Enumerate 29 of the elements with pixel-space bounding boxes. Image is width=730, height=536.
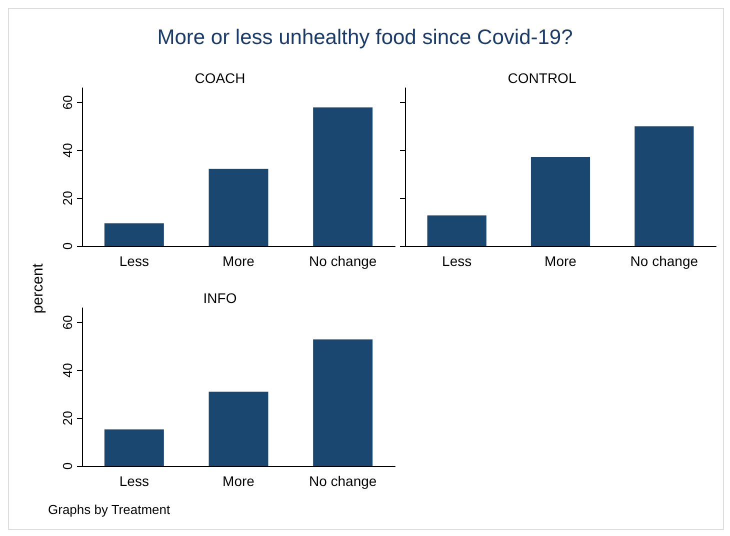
y-tick-label: 0: [60, 242, 75, 250]
x-tick-label: No change: [308, 473, 377, 489]
chart-subtitle: COACH: [194, 70, 246, 86]
y-tick-label: 20: [60, 410, 75, 426]
text: Graphs by Treatment: [48, 502, 170, 517]
bar: [104, 429, 164, 466]
x-tick-label: More: [544, 253, 577, 269]
x-tick-label: No change: [308, 253, 377, 269]
x-tick-label: Less: [119, 473, 149, 489]
y-tick-label: 40: [60, 143, 75, 158]
bar: [313, 107, 373, 246]
x-tick-label: More: [222, 253, 255, 269]
chart-subtitle: INFO: [203, 290, 237, 306]
bar: [104, 223, 164, 246]
x-tick-label: Less: [119, 253, 149, 269]
y-axis-title: percent: [30, 262, 46, 316]
bar: [313, 339, 373, 466]
y-tick-label: 60: [60, 315, 75, 330]
x-tick-label: No change: [630, 253, 698, 269]
y-tick-label: 0: [60, 462, 75, 470]
y-tick-label: 60: [60, 95, 75, 110]
y-tick-label: 20: [60, 190, 75, 206]
x-tick-label: Less: [442, 253, 472, 269]
chart-subtitle: CONTROL: [508, 70, 576, 86]
x-tick-label: More: [222, 473, 255, 489]
bar: [208, 168, 268, 246]
y-tick-label: 40: [60, 363, 75, 378]
chart-title: More or less unhealthy food since Covid-19?: [156, 26, 574, 50]
bar: [208, 392, 268, 466]
